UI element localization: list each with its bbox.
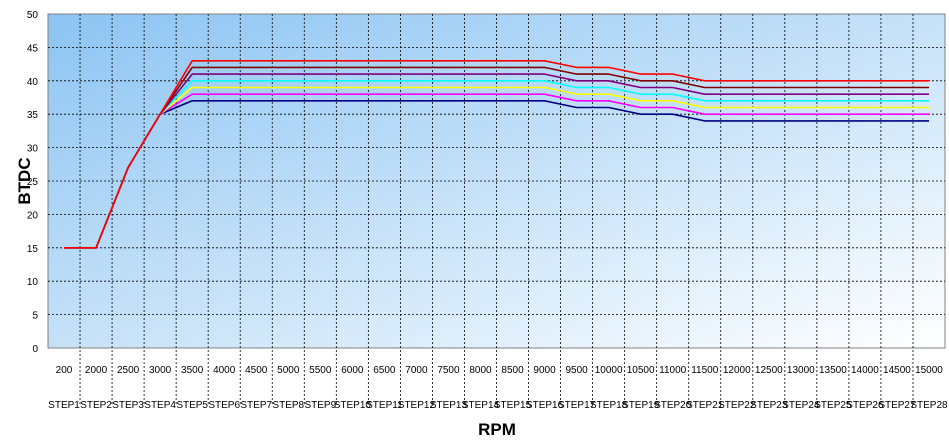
x-tick-label-rpm: 2000	[85, 365, 108, 376]
x-tick-label-rpm: 13500	[819, 365, 847, 376]
y-axis-ticks: 0 5 10 15 20 25 30 35 40 45 50	[27, 10, 39, 355]
x-tick-label-step: STEP17	[558, 400, 596, 411]
x-tick-label-step: STEP11	[366, 400, 403, 411]
x-tick-label-step: STEP8	[272, 400, 304, 411]
x-tick-label-rpm: 5000	[277, 365, 300, 376]
series-line-2	[64, 93, 929, 249]
x-tick-label-rpm: 3000	[149, 365, 172, 376]
x-tick-label-step: STEP26	[846, 400, 884, 411]
x-tick-label-step: STEP27	[878, 400, 916, 411]
x-tick-label-rpm: 11500	[691, 365, 719, 376]
x-axis-ticks: 200 STEP1 2000 STEP2 2500 STEP3 3000 STEP4 3500 S…	[48, 365, 948, 411]
x-tick-label-step: STEP16	[526, 400, 564, 411]
x-tick-label-rpm: 7000	[405, 365, 428, 376]
x-tick-label-step: STEP15	[494, 400, 532, 411]
x-tick-label-rpm: 4500	[245, 365, 268, 376]
y-tick-label: 35	[27, 110, 39, 121]
y-tick-label: 25	[27, 177, 39, 188]
y-tick-label: 45	[27, 43, 39, 54]
x-tick-label-rpm: 13000	[787, 365, 815, 376]
x-tick-label-step: STEP10	[334, 400, 372, 411]
y-tick-label: 5	[32, 311, 38, 322]
series-group	[64, 59, 929, 249]
y-tick-label: 50	[27, 10, 39, 21]
x-tick-label-step: STEP4	[144, 400, 176, 411]
y-tick-label: 40	[27, 77, 39, 88]
x-tick-label-rpm: 5500	[309, 365, 332, 376]
x-tick-label-step: STEP9	[304, 400, 336, 411]
series-line-6	[64, 66, 929, 249]
series-line-4	[64, 80, 929, 249]
x-tick-label-step: STEP6	[208, 400, 240, 411]
x-tick-label-rpm: 6500	[373, 365, 396, 376]
x-tick-label-rpm: 8500	[501, 365, 524, 376]
x-tick-label-rpm: 14000	[851, 365, 879, 376]
x-tick-label-step: STEP25	[814, 400, 852, 411]
x-tick-label-step: STEP24	[782, 400, 820, 411]
y-axis-title: BTDC	[15, 157, 34, 204]
x-tick-label-rpm: 10000	[595, 365, 623, 376]
x-tick-label-rpm: 9000	[533, 365, 556, 376]
x-tick-label-rpm: 7500	[437, 365, 460, 376]
y-tick-label: 30	[27, 144, 39, 155]
x-tick-label-rpm: 6000	[341, 365, 364, 376]
x-tick-label-step: STEP1	[48, 400, 80, 411]
x-tick-label-step: STEP19	[622, 400, 660, 411]
x-axis-title: RPM	[478, 420, 516, 439]
x-tick-label-rpm: 2500	[117, 365, 140, 376]
x-tick-label-rpm: 9500	[565, 365, 588, 376]
x-tick-label-step: STEP5	[176, 400, 208, 411]
x-tick-label-rpm: 8000	[469, 365, 492, 376]
x-tick-label-rpm: 3500	[181, 365, 204, 376]
x-tick-label-step: STEP3	[112, 400, 144, 411]
x-tick-label-step: STEP23	[750, 400, 788, 411]
x-tick-label-rpm: 15000	[915, 365, 943, 376]
x-tick-label-rpm: 12000	[723, 365, 751, 376]
x-tick-label-step: STEP7	[240, 400, 272, 411]
y-tick-label: 20	[27, 210, 39, 221]
x-tick-label-step: STEP12	[398, 400, 436, 411]
x-tick-label-rpm: 10500	[627, 365, 655, 376]
y-tick-label: 15	[27, 244, 39, 255]
x-tick-label-step: STEP20	[654, 400, 692, 411]
x-tick-label-rpm: 4000	[213, 365, 236, 376]
x-tick-label-step: STEP28	[910, 400, 948, 411]
x-tick-label-step: STEP14	[462, 400, 500, 411]
x-tick-label-step: STEP22	[718, 400, 756, 411]
x-tick-label-rpm: 12500	[755, 365, 783, 376]
y-tick-label: 0	[32, 344, 38, 355]
x-tick-label-step: STEP18	[590, 400, 628, 411]
series-line-7	[64, 59, 929, 249]
x-tick-label-rpm: 11000	[659, 365, 687, 376]
x-tick-label-rpm: 14500	[883, 365, 911, 376]
y-tick-label: 10	[27, 277, 39, 288]
series-line-5	[64, 73, 929, 249]
series-line-3	[64, 86, 929, 249]
x-tick-label-rpm: 200	[56, 365, 73, 376]
series-line-1	[64, 100, 929, 249]
x-tick-label-step: STEP2	[80, 400, 112, 411]
x-tick-label-step: STEP21	[686, 400, 724, 411]
x-tick-label-step: STEP13	[430, 400, 468, 411]
gridlines	[48, 14, 945, 406]
